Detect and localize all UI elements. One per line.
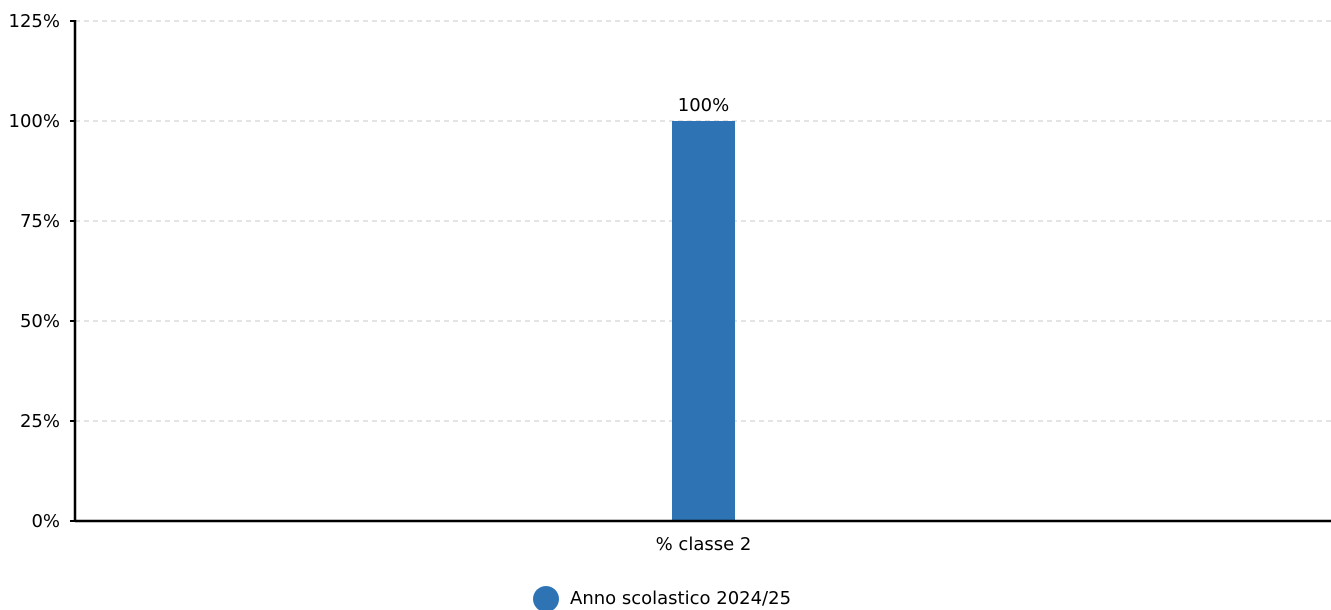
x-tick-label: % classe 2: [656, 534, 752, 555]
y-tick-label: 125%: [9, 11, 60, 32]
y-tick-label: 25%: [20, 411, 60, 432]
x-axis-ticks: % classe 2: [656, 534, 752, 555]
bar-value-label: 100%: [678, 95, 729, 116]
y-tick-label: 75%: [20, 211, 60, 232]
y-tick-label: 100%: [9, 111, 60, 132]
y-tick-label: 50%: [20, 311, 60, 332]
data-labels: 100%: [678, 95, 729, 116]
axes: [73, 20, 1331, 523]
bars: [672, 121, 735, 521]
legend-label[interactable]: Anno scolastico 2024/25: [570, 588, 791, 609]
legend-marker[interactable]: [533, 586, 559, 610]
y-axis-ticks: 0% 25% 50% 75% 100% 125%: [9, 11, 75, 532]
bar[interactable]: [672, 121, 735, 521]
legend[interactable]: Anno scolastico 2024/25: [533, 586, 791, 610]
y-tick-label: 0%: [31, 511, 60, 532]
